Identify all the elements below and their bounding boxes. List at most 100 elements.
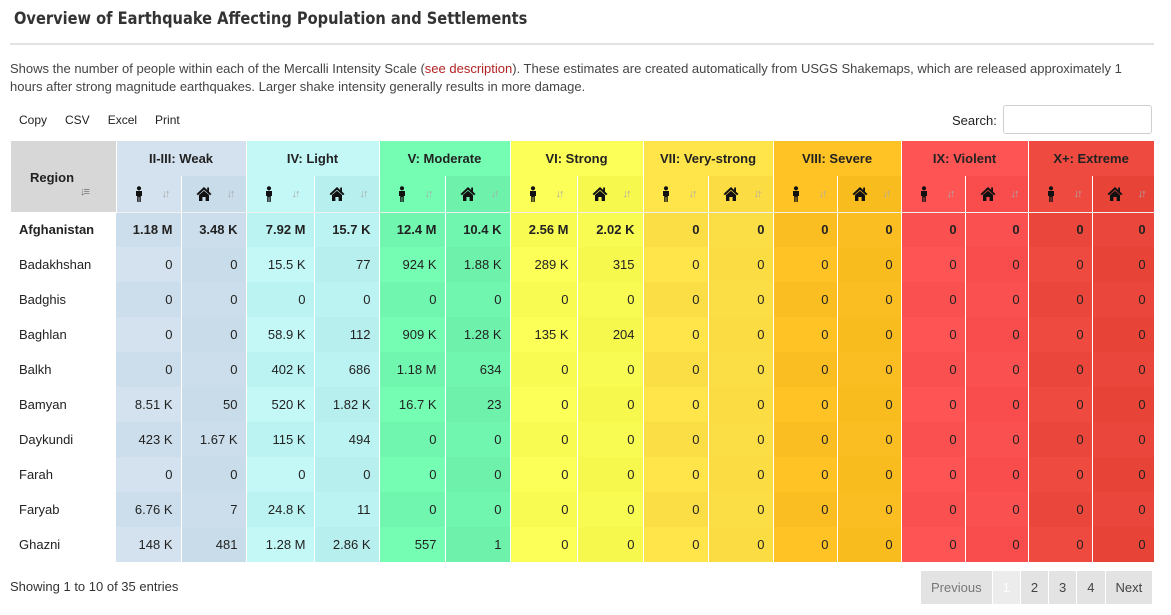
settlements-cell: 2.86 K	[314, 527, 380, 562]
csv-button[interactable]: CSV	[65, 113, 90, 127]
table-row: Afghanistan 1.18 M 3.48 K 7.92 M 15.7 K 12.4 …	[11, 212, 1155, 247]
people-cell: 0	[643, 247, 709, 282]
settlements-column-header[interactable]: ↓↑	[314, 176, 380, 213]
people-cell: 0	[510, 457, 578, 492]
people-cell: 0	[773, 352, 838, 387]
people-column-header[interactable]: ↓↑	[246, 176, 315, 213]
people-cell: 0	[1028, 422, 1093, 457]
people-cell: 1.18 M	[116, 212, 182, 247]
people-cell: 16.7 K	[379, 387, 446, 422]
settlements-cell: 0	[708, 527, 774, 562]
settlements-cell: 0	[1092, 317, 1155, 352]
people-cell: 1.18 M	[379, 352, 446, 387]
settlements-cell: 0	[837, 492, 902, 527]
page-4-button[interactable]: 4	[1077, 571, 1105, 604]
settlements-cell: 0	[965, 212, 1029, 247]
region-cell: Badakhshan	[11, 247, 116, 282]
settlements-cell: 0	[708, 457, 774, 492]
search-input[interactable]	[1003, 105, 1152, 134]
see-description-link[interactable]: see description	[424, 61, 513, 76]
settlements-cell: 0	[965, 457, 1029, 492]
settlements-column-header[interactable]: ↓↑	[708, 176, 774, 213]
settlements-cell: 0	[965, 492, 1029, 527]
table-row: Balkh 0 0 402 K 686 1.18 M 634 0 0 0 0 0 0 0 0 0 0	[11, 352, 1155, 387]
people-cell: 520 K	[246, 387, 315, 422]
people-cell: 0	[773, 492, 838, 527]
person-icon	[658, 186, 674, 202]
region-cell: Ghazni	[11, 527, 116, 562]
house-icon	[592, 186, 608, 202]
settlements-cell: 0	[708, 387, 774, 422]
sort-icon: ↓↑	[818, 188, 828, 200]
people-column-header[interactable]: ↓↑	[643, 176, 709, 213]
intensity-group-header: VI: Strong	[510, 141, 644, 176]
people-cell: 0	[773, 247, 838, 282]
sort-icon: ↓↑	[291, 188, 301, 200]
people-column-header[interactable]: ↓↑	[379, 176, 446, 213]
settlements-column-header[interactable]: ↓↑	[837, 176, 902, 213]
people-column-header[interactable]: ↓↑	[510, 176, 578, 213]
settlements-cell: 0	[577, 352, 644, 387]
table-row: Ghazni 148 K 481 1.28 M 2.86 K 557 1 0 0 0 0 0 0 0 0 0 0	[11, 527, 1155, 562]
page-1-button[interactable]: 1	[992, 571, 1020, 604]
people-cell: 0	[901, 212, 966, 247]
next-page-button[interactable]: Next	[1105, 571, 1153, 604]
region-column-header[interactable]: Region ↓≡	[11, 141, 117, 212]
entries-info: Showing 1 to 10 of 35 entries	[10, 579, 179, 594]
settlements-cell: 0	[1092, 492, 1155, 527]
people-cell: 12.4 M	[379, 212, 446, 247]
settlements-cell: 0	[445, 422, 511, 457]
settlements-column-header[interactable]: ↓↑	[965, 176, 1029, 213]
intensity-group-header: VII: Very-strong	[643, 141, 774, 176]
people-cell: 0	[379, 422, 446, 457]
page-3-button[interactable]: 3	[1049, 571, 1077, 604]
people-cell: 0	[1028, 492, 1093, 527]
people-cell: 289 K	[510, 247, 578, 282]
settlements-cell: 0	[445, 457, 511, 492]
settlements-column-header[interactable]: ↓↑	[181, 176, 247, 213]
settlements-cell: 0	[837, 457, 902, 492]
page-2-button[interactable]: 2	[1020, 571, 1049, 604]
people-cell: 0	[1028, 387, 1093, 422]
settlements-cell: 77	[314, 247, 380, 282]
people-column-header[interactable]: ↓↑	[1028, 176, 1093, 213]
settlements-column-header[interactable]: ↓↑	[577, 176, 644, 213]
people-cell: 0	[773, 422, 838, 457]
people-cell: 0	[901, 352, 966, 387]
print-button[interactable]: Print	[155, 113, 180, 127]
table-row: Badghis 0 0 0 0 0 0 0 0 0 0 0 0 0 0 0 0	[11, 282, 1155, 317]
house-icon	[460, 186, 476, 202]
export-toolbar: Copy CSV Excel Print	[10, 112, 189, 128]
region-cell: Faryab	[11, 492, 116, 527]
region-cell: Daykundi	[11, 422, 116, 457]
sort-icon: ↓↑	[490, 188, 500, 200]
excel-button[interactable]: Excel	[107, 113, 138, 127]
people-column-header[interactable]: ↓↑	[773, 176, 838, 213]
people-cell: 0	[379, 282, 446, 317]
settlements-column-header[interactable]: ↓↑	[445, 176, 511, 213]
settlements-cell: 0	[577, 457, 644, 492]
people-cell: 0	[901, 422, 966, 457]
people-cell: 0	[1028, 317, 1093, 352]
earthquake-table: Region ↓≡ II-III: Weak IV: Light V: Modera…	[11, 141, 1155, 562]
copy-button[interactable]: Copy	[19, 113, 48, 127]
settlements-cell: 0	[965, 317, 1029, 352]
people-cell: 557	[379, 527, 446, 562]
people-cell: 0	[901, 457, 966, 492]
sort-icon: ↓↑	[555, 188, 565, 200]
pagination: Previous 1 2 3 4 Next	[920, 571, 1153, 604]
settlements-cell: 0	[577, 492, 644, 527]
previous-page-button[interactable]: Previous	[921, 571, 992, 604]
description-text-after: ). These estimates are created automatic…	[10, 61, 1122, 94]
sort-icon: ↓↑	[688, 188, 698, 200]
people-column-header[interactable]: ↓↑	[901, 176, 966, 213]
settlements-cell: 0	[708, 492, 774, 527]
people-column-header[interactable]: ↓↑	[116, 176, 182, 213]
settlements-cell: 1	[445, 527, 511, 562]
person-icon	[394, 186, 410, 202]
sort-icon: ↓↑	[622, 188, 632, 200]
settlements-column-header[interactable]: ↓↑	[1092, 176, 1155, 213]
settlements-cell: 112	[314, 317, 380, 352]
intensity-group-header: IX: Violent	[901, 141, 1029, 176]
people-cell: 0	[510, 527, 578, 562]
